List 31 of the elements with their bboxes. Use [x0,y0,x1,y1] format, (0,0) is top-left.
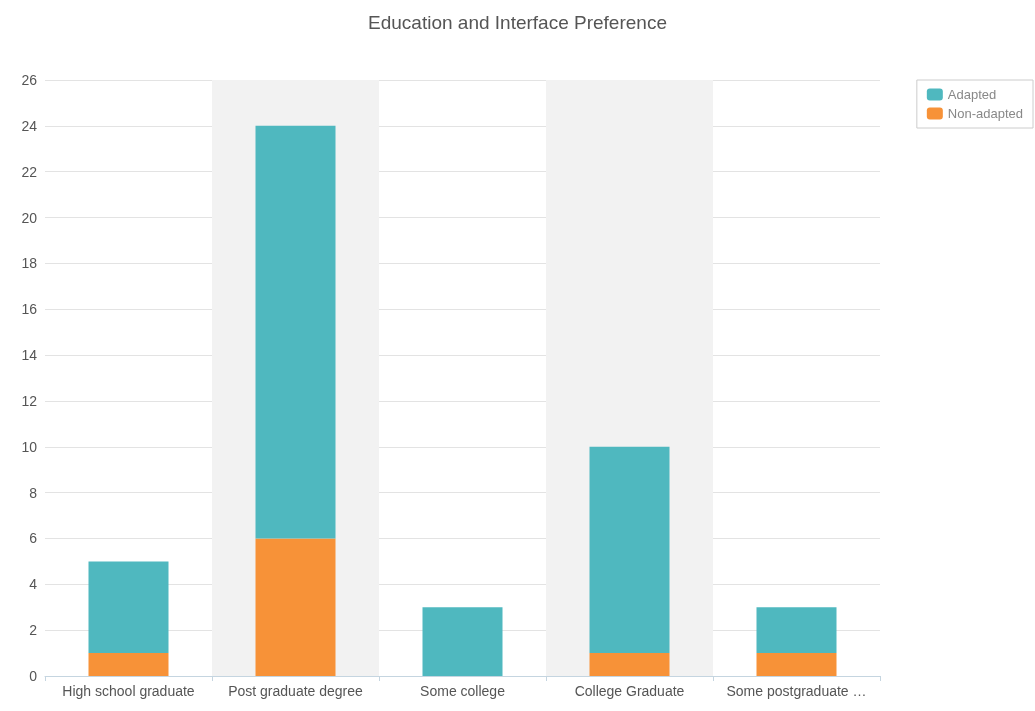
bar [88,653,169,676]
x-tick-label: High school graduate [62,683,195,699]
x-tick-label: Post graduate degree [228,683,364,699]
chart-title: Education and Interface Preference [368,12,667,33]
legend-label: Non-adapted [947,106,1023,121]
y-tick-label: 26 [21,72,38,88]
y-tick-label: 4 [29,576,38,593]
bar [756,607,837,654]
bar [589,446,670,654]
y-tick-label: 18 [21,255,38,272]
x-tick-label: College Graduate [574,683,685,699]
y-tick-label: 20 [21,209,38,226]
y-tick-label: 8 [29,484,38,501]
bar [255,125,336,539]
y-tick-label: 6 [29,530,38,547]
x-tick-label: Some college [420,683,506,699]
y-tick-label: 0 [29,668,38,684]
y-tick-label: 10 [21,438,38,455]
legend-label: Adapted [947,87,997,102]
bar [88,561,169,654]
bar [422,607,503,676]
y-tick-label: 2 [29,622,38,639]
x-tick-label: Some postgraduate … [726,683,867,699]
y-tick-label: 14 [21,347,38,364]
y-tick-label: 16 [21,301,38,318]
bar [756,653,837,676]
y-tick-label: 12 [21,392,38,409]
bar [255,538,336,676]
y-tick-label: 24 [21,117,38,134]
y-tick-label: 22 [21,163,38,180]
bar [589,653,670,676]
